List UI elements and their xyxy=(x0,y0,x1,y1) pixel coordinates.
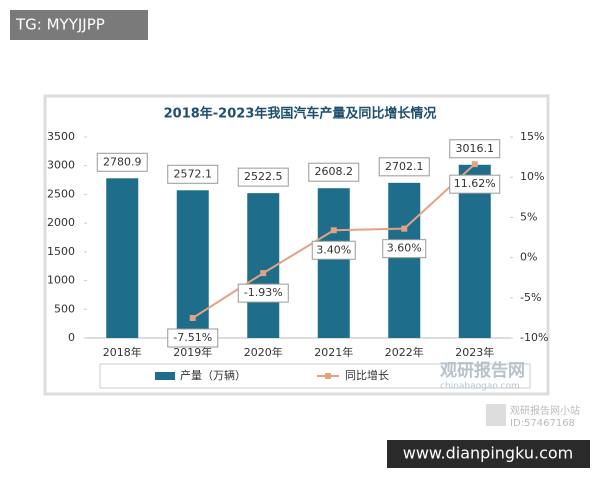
line-value-label-box xyxy=(311,240,356,260)
x-tick-label: 2019年 xyxy=(173,345,212,359)
x-tick-label: 2023年 xyxy=(455,345,494,359)
watermark-box xyxy=(10,10,148,40)
line-marker xyxy=(401,225,408,232)
y-tick-label: 2500 xyxy=(47,187,75,200)
line-value-label: 11.62% xyxy=(454,177,496,190)
bar xyxy=(317,188,350,338)
x-tick-label: 2020年 xyxy=(244,345,283,359)
line-value-label: 3.60% xyxy=(387,242,422,255)
x-tick-label: 2018年 xyxy=(103,345,142,359)
bar-value-label: 2780.9 xyxy=(103,155,142,168)
bar xyxy=(176,190,209,338)
y-tick-label: 1000 xyxy=(47,274,75,287)
legend-swatch xyxy=(155,372,175,380)
legend-box xyxy=(99,363,531,389)
y2-tick-label: -10% xyxy=(520,331,548,344)
y-tick-label: 500 xyxy=(54,302,75,315)
line-marker xyxy=(189,314,196,321)
bar-value-label-box xyxy=(378,157,430,177)
bar-value-label: 2572.1 xyxy=(174,167,213,180)
y-tick-label: 2000 xyxy=(47,216,75,229)
watermark-top: TG: MYYJJPP xyxy=(15,16,105,34)
watermark-bottom-box xyxy=(387,440,590,468)
source-id: ID:57467168 xyxy=(510,418,575,429)
bar-value-label-box xyxy=(96,152,148,172)
source-url: chinabaogao.com xyxy=(440,382,520,392)
bar-value-label: 3016.1 xyxy=(456,142,495,155)
line-value-label-box xyxy=(237,283,289,303)
station-icon xyxy=(486,404,506,426)
y-tick-label: 1500 xyxy=(47,245,75,258)
bar-value-label-box xyxy=(449,139,501,159)
y2-tick-label: 5% xyxy=(520,210,537,223)
y2-tick-label: 15% xyxy=(520,130,544,143)
x-tick-label: 2022年 xyxy=(385,345,424,359)
legend-label: 同比增长 xyxy=(345,368,389,382)
line-marker xyxy=(471,161,478,168)
y2-tick-label: 10% xyxy=(520,170,544,183)
line-value-label-box xyxy=(167,328,219,348)
y-tick-label: 3500 xyxy=(47,130,75,143)
y-tick-label: 3000 xyxy=(47,159,75,172)
line-marker xyxy=(330,227,337,234)
y2-tick-label: 0% xyxy=(520,251,537,264)
line-value-label-box xyxy=(449,174,501,194)
x-tick-label: 2021年 xyxy=(314,345,353,359)
line-value-label: -7.51% xyxy=(173,331,212,344)
bar-value-label-box xyxy=(237,167,289,187)
y-tick-label: 0 xyxy=(68,331,75,344)
line-value-label-box xyxy=(382,239,427,259)
bar xyxy=(106,178,139,338)
line-marker xyxy=(260,270,267,277)
bar-value-label: 2522.5 xyxy=(244,170,283,183)
source-logo: 观研报告网 xyxy=(439,360,525,381)
legend-label: 产量（万辆） xyxy=(180,368,246,382)
watermark-bottom: www.dianpingku.com xyxy=(403,444,574,463)
y2-tick-label: -5% xyxy=(520,291,541,304)
bar-value-label-box xyxy=(167,164,219,184)
legend-swatch-marker xyxy=(325,373,331,379)
line-value-label: -1.93% xyxy=(244,286,283,299)
chart-title: 2018年-2023年我国汽车产量及同比增长情况 xyxy=(164,106,437,122)
line-value-label: 3.40% xyxy=(316,243,351,256)
bar xyxy=(388,182,421,338)
source-station: 观研报告网小站 xyxy=(510,404,580,417)
bar-value-label: 2608.2 xyxy=(315,165,354,178)
bar-value-label-box xyxy=(308,162,360,182)
bar-value-label: 2702.1 xyxy=(385,160,424,173)
